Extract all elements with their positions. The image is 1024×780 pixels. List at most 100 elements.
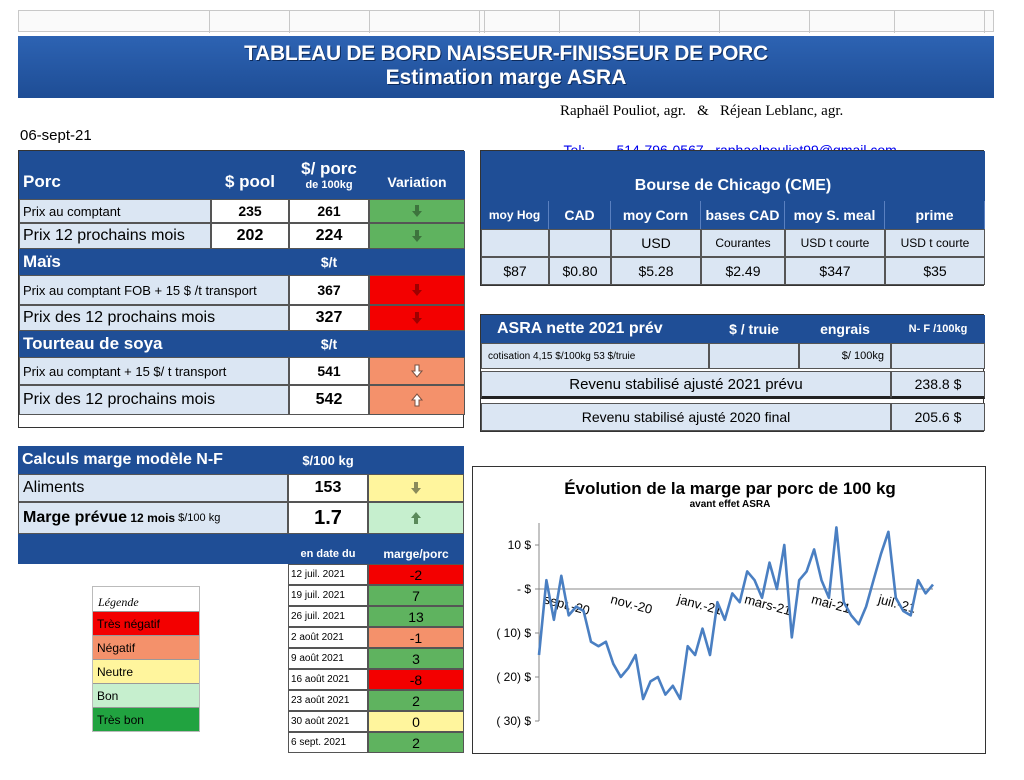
x-tick-label: nov.-20 [609, 591, 654, 616]
history-blank-header [18, 534, 288, 564]
legend-item-2: Neutre [93, 659, 199, 683]
asra-table: ASRA nette 2021 prév $ / truie engrais N… [480, 314, 985, 432]
porc-row-1-porc: 224 [289, 223, 369, 249]
soya-row-0-value: 541 [289, 357, 369, 385]
down-arrow-icon [412, 284, 422, 296]
chicago-col-3-header: bases CAD [701, 201, 785, 229]
marge-title: Calculs marge modèle N-F [18, 446, 288, 474]
down-arrow-icon [410, 364, 424, 378]
soya-row-0-variation [369, 357, 465, 385]
soya-unit: $/t [289, 331, 369, 357]
y-tick-label: ( 10) $ [496, 626, 531, 640]
soya-row-1-value: 542 [289, 385, 369, 415]
mais-row-1-label: Prix des 12 prochains mois [19, 305, 289, 331]
chicago-col-5-value: $35 [885, 257, 985, 285]
asra-col-nf: N- F /100kg [891, 315, 985, 343]
porc-row-0-label: Prix au comptant [19, 199, 211, 223]
col-pool-header: $ pool [211, 151, 289, 199]
chicago-table: Bourse de Chicago (CME) moy Hog $87 CAD $0.… [480, 150, 985, 286]
legend-item-4: Très bon [93, 707, 199, 731]
legend-title: Légende [98, 595, 139, 609]
margin-chart: Évolution de la marge par porc de 100 kg… [472, 466, 986, 754]
col-variation-header: Variation [369, 151, 465, 199]
mais-unit: $/t [289, 249, 369, 275]
history-row-7-value: 0 [368, 711, 464, 732]
y-tick-label: 10 $ [508, 538, 532, 552]
chicago-col-0-header: moy Hog [481, 201, 549, 229]
down-arrow-icon [412, 230, 422, 242]
x-tick-label: mars-21 [743, 591, 793, 618]
marge-unit: $/100 kg [288, 446, 368, 474]
marge-title-blank [368, 446, 464, 474]
chicago-col-3-unit: Courantes [701, 229, 785, 257]
porc-row-0-pool: 235 [211, 199, 289, 223]
chicago-col-2-unit: USD [611, 229, 701, 257]
marge-prevue-variation [368, 502, 464, 534]
mais-row-1-variation [369, 305, 465, 331]
chart-plot: 10 $- $( 10) $( 20) $( 30) $sept.-20 nov.… [496, 523, 934, 728]
history-row-3-value: -1 [368, 627, 464, 648]
history-row-2-date: 26 juil. 2021 [288, 606, 368, 627]
asra-title: ASRA nette 2021 prév [481, 315, 709, 343]
marge-prevue-value: 1.7 [288, 502, 368, 534]
history-row-0-date: 12 juil. 2021 [288, 564, 368, 585]
left-price-table: Porc $ pool $/ porc de 100kg Variation P… [18, 150, 465, 428]
soya-header-blank [369, 331, 465, 357]
up-arrow-icon [411, 512, 421, 524]
aliments-value: 153 [288, 474, 368, 502]
chicago-col-2-header: moy Corn [611, 201, 701, 229]
authors: Raphaël Pouliot, agr. & Réjean Leblanc, … [560, 103, 844, 119]
history-row-8-value: 2 [368, 732, 464, 753]
y-tick-label: ( 30) $ [496, 714, 531, 728]
mais-row-0-value: 367 [289, 275, 369, 305]
chicago-col-1-header: CAD [549, 201, 611, 229]
aliments-label: Aliments [18, 474, 288, 502]
porc-row-0-porc: 261 [289, 199, 369, 223]
history-row-7-date: 30 août 2021 [288, 711, 368, 732]
chicago-col-4-header: moy S. meal [785, 201, 885, 229]
down-arrow-icon [411, 482, 421, 494]
chicago-col-5-unit: USD t courte [885, 229, 985, 257]
mais-header: Maïs [19, 249, 289, 275]
history-row-1-value: 7 [368, 585, 464, 606]
history-row-5-date: 16 août 2021 [288, 669, 368, 690]
banner-subtitle: Estimation marge ASRA [385, 66, 627, 89]
porc-row-0-variation [369, 199, 465, 223]
history-row-6-value: 2 [368, 690, 464, 711]
history-col-marge: marge/porc [368, 534, 464, 564]
report-date: 06-sept-21 [20, 127, 92, 144]
legend-item-3: Bon [93, 683, 199, 707]
history-row-6-date: 23 août 2021 [288, 690, 368, 711]
chicago-col-4-value: $347 [785, 257, 885, 285]
soya-row-1-label: Prix des 12 prochains mois [19, 385, 289, 415]
soya-header: Tourteau de soya [19, 331, 289, 357]
up-arrow-icon [410, 393, 424, 407]
porc-row-1-pool: 202 [211, 223, 289, 249]
legend-item-1: Négatif [93, 635, 199, 659]
col-porc-header: $/ porc de 100kg [289, 151, 369, 199]
chicago-col-1-value: $0.80 [549, 257, 611, 285]
asra-col-engrais: engrais [799, 315, 891, 343]
history-row-0-value: -2 [368, 564, 464, 585]
history-row-3-date: 2 août 2021 [288, 627, 368, 648]
asra-truie-value [709, 343, 799, 369]
mais-row-0-label: Prix au comptant FOB + 15 $ /t transport [19, 275, 289, 305]
history-row-4-date: 9 août 2021 [288, 648, 368, 669]
history-row-2-value: 13 [368, 606, 464, 627]
asra-col-truie: $ / truie [709, 315, 799, 343]
chicago-col-2-value: $5.28 [611, 257, 701, 285]
chicago-col-4-unit: USD t courte [785, 229, 885, 257]
chicago-col-0-unit [481, 229, 549, 257]
asra-cotisation: cotisation 4,15 $/100kg 53 $/truie [481, 343, 709, 369]
chicago-col-5-header: prime [885, 201, 985, 229]
chart-title: Évolution de la marge par porc de 100 kg [564, 479, 896, 498]
soya-row-1-variation [369, 385, 465, 415]
revenu-2021-label: Revenu stabilisé ajusté 2021 prévu [481, 371, 891, 399]
margin-series-line [537, 526, 934, 701]
porc-header: Porc [19, 151, 211, 199]
chicago-col-0-value: $87 [481, 257, 549, 285]
chicago-col-1-unit [549, 229, 611, 257]
mais-row-1-value: 327 [289, 305, 369, 331]
legend-item-0: Très négatif [93, 611, 199, 635]
chicago-col-3-value: $2.49 [701, 257, 785, 285]
